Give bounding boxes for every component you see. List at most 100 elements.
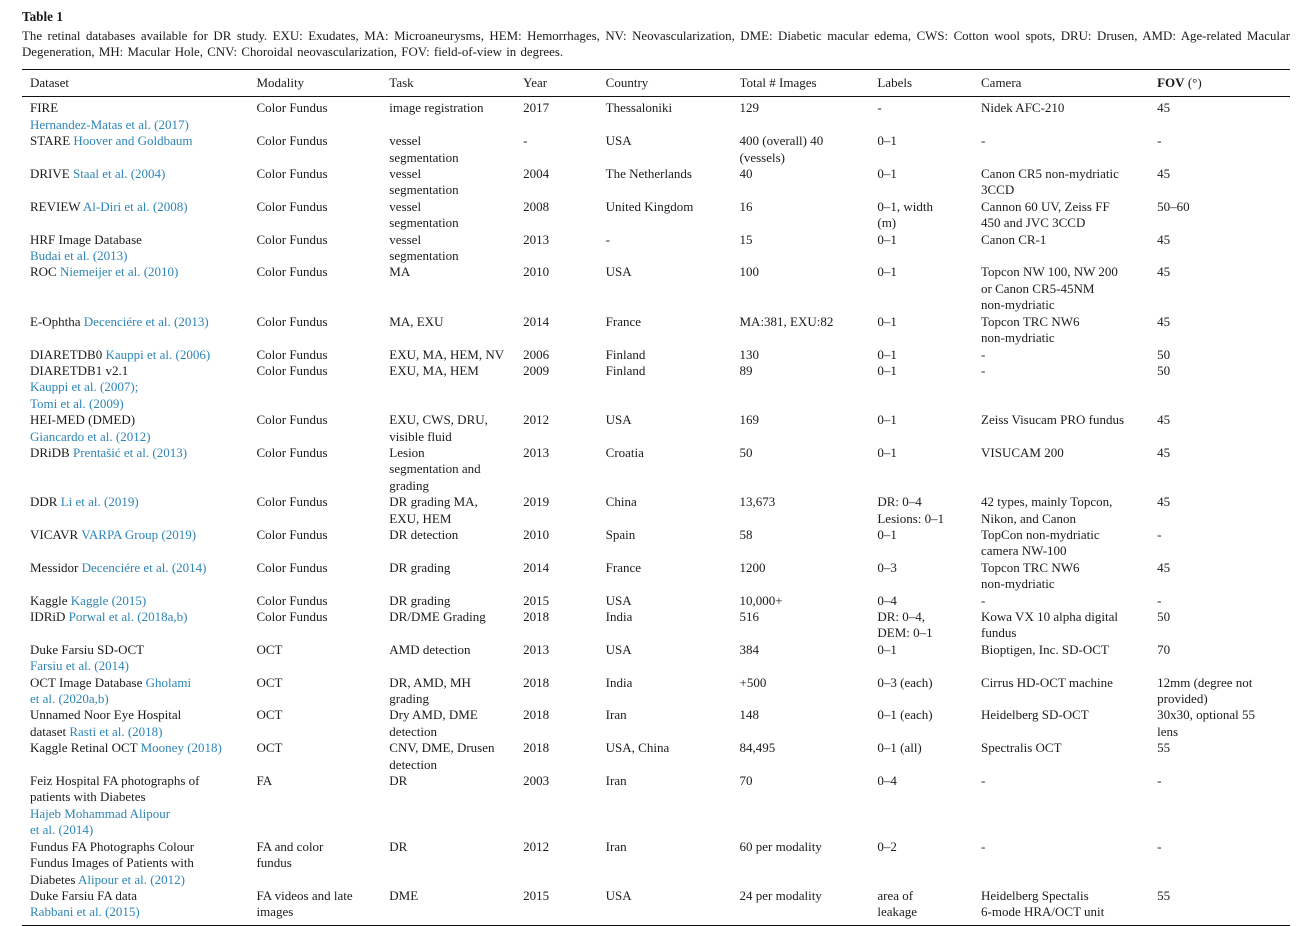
labels-cell: 0–1 (each) bbox=[877, 707, 933, 723]
total-cell: 400 (overall) 40 (vessels) bbox=[739, 133, 824, 165]
country-cell: Finland bbox=[605, 346, 646, 362]
task-cell: DR grading bbox=[389, 559, 451, 575]
labels-cell: 0–1 bbox=[877, 362, 897, 378]
camera-cell: Heidelberg SD-OCT bbox=[981, 707, 1089, 723]
citation-link[interactable]: Al-Diri et al. (2008) bbox=[82, 198, 188, 214]
year-cell: 2003 bbox=[523, 773, 550, 789]
year-cell: 2018 bbox=[523, 674, 550, 690]
total-cell: 169 bbox=[739, 412, 760, 428]
modality-cell: OCT bbox=[256, 740, 283, 756]
table-row: DIARETDB0 Kauppi et al. (2006) Color Fund… bbox=[22, 347, 1290, 363]
table-row: DRIVE Staal et al. (2004) Color Fundus ves… bbox=[22, 166, 1290, 199]
fov-cell: 45 bbox=[1157, 559, 1171, 575]
modality-cell: OCT bbox=[256, 674, 283, 690]
labels-cell: 0–1 bbox=[877, 231, 897, 247]
labels-cell: 0–3 bbox=[877, 559, 897, 575]
dataset-name: STARE bbox=[30, 133, 71, 149]
total-cell: 10,000+ bbox=[739, 592, 783, 608]
country-cell: France bbox=[605, 313, 642, 329]
task-cell: EXU, MA, HEM, NV bbox=[389, 346, 505, 362]
labels-cell: - bbox=[877, 100, 882, 116]
country-cell: India bbox=[605, 674, 633, 690]
citation-link[interactable]: Decenciére et al. (2014) bbox=[81, 559, 207, 575]
year-cell: 2018 bbox=[523, 740, 550, 756]
total-cell: 13,673 bbox=[739, 494, 776, 510]
citation-link[interactable]: Hoover and Goldbaum bbox=[73, 133, 193, 149]
dataset-name: Fundus FA Photographs Colour Fundus Imag… bbox=[30, 838, 195, 887]
citation-link[interactable]: Porwal et al. (2018a,b) bbox=[68, 609, 188, 624]
citation-link[interactable]: Rasti et al. (2018) bbox=[69, 723, 163, 739]
country-cell: France bbox=[605, 559, 642, 575]
retinal-datasets-table: Dataset Modality Task Year Country Total # Im… bbox=[22, 69, 1290, 926]
dataset-cell: DIARETDB1 v2.1 Kauppi et al. (2007); Tomi … bbox=[22, 363, 256, 412]
country-cell: USA bbox=[605, 264, 632, 280]
task-cell: EXU, CWS, DRU, visible fluid bbox=[389, 412, 488, 444]
camera-cell: - bbox=[981, 773, 986, 789]
citation-link[interactable]: Farsiu et al. (2014) bbox=[30, 658, 129, 674]
modality-cell: Color Fundus bbox=[256, 313, 328, 329]
labels-cell: 0–1, width (m) bbox=[877, 198, 933, 231]
total-cell: 100 bbox=[739, 264, 760, 280]
citation-link[interactable]: VARPA Group (2019) bbox=[81, 526, 197, 542]
citation-link[interactable]: Alipour et al. (2012) bbox=[78, 871, 185, 887]
citation-link[interactable]: Kaggle (2015) bbox=[70, 592, 147, 608]
camera-cell: Nidek AFC-210 bbox=[981, 100, 1065, 116]
citation-link[interactable]: Staal et al. (2004) bbox=[72, 166, 166, 182]
dataset-cell: Messidor Decenciére et al. (2014) bbox=[22, 560, 256, 593]
country-cell: China bbox=[605, 494, 637, 510]
modality-cell: Color Fundus bbox=[256, 100, 328, 116]
modality-cell: Color Fundus bbox=[256, 346, 328, 362]
labels-cell: 0–4 bbox=[877, 592, 897, 608]
citation-link[interactable]: Rabbani et al. (2015) bbox=[30, 904, 140, 920]
modality-cell: FA bbox=[256, 773, 273, 789]
dataset-cell: E-Ophtha Decenciére et al. (2013) bbox=[22, 314, 256, 347]
dataset-cell: ROC Niemeijer et al. (2010) bbox=[22, 264, 256, 313]
dataset-cell: Feiz Hospital FA photographs of patients… bbox=[22, 773, 256, 839]
fov-cell: 30x30, optional 55 lens bbox=[1157, 707, 1255, 739]
year-cell: 2015 bbox=[523, 592, 550, 608]
dataset-cell: REVIEW Al-Diri et al. (2008) bbox=[22, 199, 256, 232]
dataset-cell: DRIVE Staal et al. (2004) bbox=[22, 166, 256, 199]
dataset-name: ROC bbox=[30, 264, 57, 280]
fov-cell: 50 bbox=[1157, 609, 1171, 624]
dataset-name: FIRE bbox=[30, 100, 59, 116]
citation-link[interactable]: Hajeb Mohammad Alipour et al. (2014) bbox=[30, 805, 171, 838]
citation-link[interactable]: Kauppi et al. (2007); bbox=[30, 379, 139, 395]
citation-link[interactable]: Decenciére et al. (2013) bbox=[83, 313, 209, 329]
table-description: The retinal databases available for DR s… bbox=[22, 29, 1290, 59]
table-row: DIARETDB1 v2.1 Kauppi et al. (2007); Tomi … bbox=[22, 363, 1290, 412]
camera-cell: - bbox=[981, 592, 986, 608]
dataset-cell: DRiDB Prentašić et al. (2013) bbox=[22, 445, 256, 494]
citation-link[interactable]: Mooney (2018) bbox=[140, 740, 222, 756]
citation-link[interactable]: Niemeijer et al. (2010) bbox=[59, 264, 179, 280]
citation-link[interactable]: Li et al. (2019) bbox=[60, 494, 139, 510]
year-cell: 2014 bbox=[523, 559, 550, 575]
dataset-name: DDR bbox=[30, 494, 58, 510]
total-cell: 24 per modality bbox=[739, 887, 822, 903]
year-cell: 2015 bbox=[523, 887, 550, 903]
citation-link[interactable]: Giancardo et al. (2012) bbox=[30, 428, 151, 444]
fov-cell: 55 bbox=[1157, 740, 1171, 756]
table-row: IDRiD Porwal et al. (2018a,b) Color Fundu… bbox=[22, 609, 1290, 642]
citation-link[interactable]: Hernandez-Matas et al. (2017) bbox=[30, 116, 189, 132]
total-cell: 148 bbox=[739, 707, 760, 723]
task-cell: DR bbox=[389, 838, 408, 854]
modality-cell: Color Fundus bbox=[256, 264, 328, 280]
col-header-dataset: Dataset bbox=[30, 75, 69, 90]
dataset-name: Duke Farsiu SD-OCT bbox=[30, 641, 145, 657]
citation-link[interactable]: Budai et al. (2013) bbox=[30, 248, 128, 264]
dataset-name: DRIVE bbox=[30, 166, 70, 182]
modality-cell: Color Fundus bbox=[256, 362, 328, 378]
modality-cell: Color Fundus bbox=[256, 494, 328, 510]
country-cell: USA bbox=[605, 887, 632, 903]
citation-link[interactable]: Gholami et al. (2020a,b) bbox=[30, 674, 192, 707]
total-cell: 70 bbox=[739, 773, 753, 789]
citation-link[interactable]: Prentašić et al. (2013) bbox=[72, 444, 188, 460]
table-caption: Table 1 The retinal databases available … bbox=[22, 9, 1290, 60]
dataset-name: HRF Image Database bbox=[30, 231, 142, 247]
dataset-cell: Duke Farsiu SD-OCT Farsiu et al. (2014) bbox=[22, 642, 256, 675]
dataset-cell: Kaggle Retinal OCT Mooney (2018) bbox=[22, 740, 256, 773]
citation-link[interactable]: Kauppi et al. (2006) bbox=[105, 346, 211, 362]
dataset-name: VICAVR bbox=[30, 526, 79, 542]
citation-link[interactable]: Tomi et al. (2009) bbox=[30, 395, 124, 411]
